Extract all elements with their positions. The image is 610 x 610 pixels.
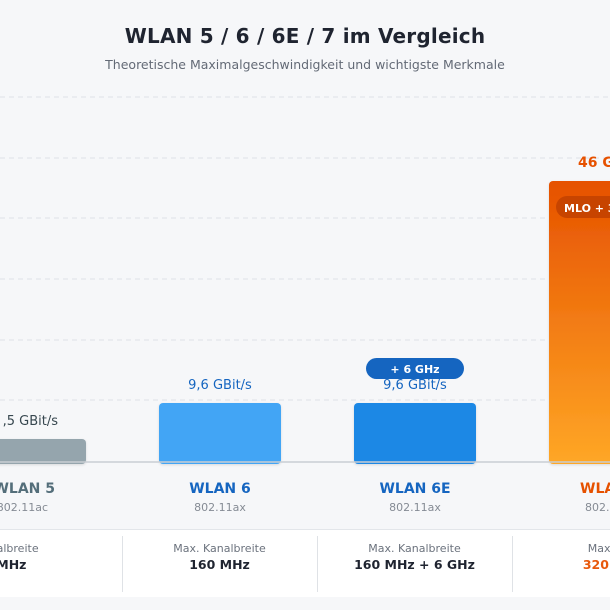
footer-divider (317, 536, 318, 592)
bar-wlan5 (0, 439, 86, 464)
bars (0, 181, 610, 464)
value-label: 46 G (578, 155, 610, 171)
footer-divider (122, 536, 123, 592)
bottom-strip (0, 597, 610, 610)
chart-subtitle: Theoretische Maximalgeschwindigkeit und … (105, 57, 505, 72)
chart-title: WLAN 5 / 6 / 6E / 7 im Vergleich (124, 24, 486, 48)
footer-label: x. Kanalbreite (0, 542, 39, 555)
value-label: 9,6 GBit/s (188, 378, 252, 393)
feature-row: x. Kanalbreite 80 MHz Max. Kanalbreite 1… (0, 529, 610, 598)
badge-text: MLO + 3 (564, 202, 610, 215)
footer-value: 160 MHz (189, 557, 250, 572)
footer-divider (512, 536, 513, 592)
category-label: WLAN 6 (189, 481, 251, 497)
standard-label: 802.11ax (194, 501, 246, 514)
category-label: WLAN 6E (379, 481, 450, 497)
labels: ,5 GBit/s WLAN 5 802.11ac 9,6 GBit/s WLAN 6 8… (0, 155, 610, 514)
bar-wlan7 (549, 181, 610, 464)
badge-text: + 6 GHz (390, 363, 439, 376)
value-label: ,5 GBit/s (3, 414, 59, 429)
footer-value: 320 MH (582, 557, 610, 572)
standard-label: 802.11ac (0, 501, 48, 514)
footer-value: 80 MHz (0, 557, 27, 572)
footer-cell-wlan6e: Max. Kanalbreite 160 MHz + 6 GHz (317, 530, 512, 598)
footer-cell-wlan6: Max. Kanalbreite 160 MHz (122, 530, 317, 598)
standard-label: 802.11ax (389, 501, 441, 514)
value-label: 9,6 GBit/s (383, 378, 447, 393)
footer-cell-wlan7: Max. Ka 320 MH (512, 530, 610, 598)
badge-mlo (556, 196, 610, 218)
bar-wlan6 (159, 403, 281, 464)
footer-label: Max. Kanalbreite (368, 542, 461, 555)
bar-wlan6e (354, 403, 476, 464)
footer-value: 160 MHz + 6 GHz (354, 557, 475, 572)
footer-label: Max. Ka (587, 542, 610, 555)
category-label: WLAN 5 (0, 481, 55, 497)
footer-cell-wlan5: x. Kanalbreite 80 MHz (0, 530, 98, 598)
category-label: WLA (580, 481, 610, 497)
badge-6ghz (366, 358, 464, 379)
standard-label: 802. (585, 501, 610, 514)
grid-lines (0, 96, 610, 401)
footer-label: Max. Kanalbreite (173, 542, 266, 555)
